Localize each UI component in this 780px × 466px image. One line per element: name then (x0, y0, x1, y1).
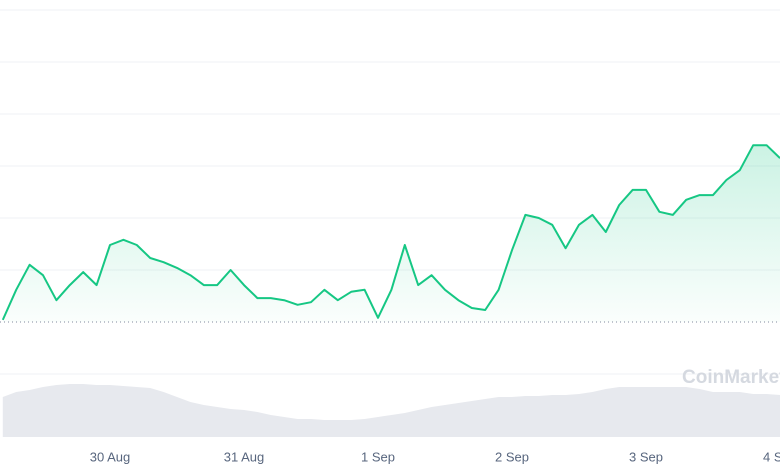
x-tick-label: 1 Sep (361, 449, 395, 464)
price-area (2, 145, 780, 322)
x-tick-label: 3 Sep (629, 449, 663, 464)
x-tick-label: 30 Aug (90, 449, 131, 464)
x-tick-label: 2 Sep (495, 449, 529, 464)
x-tick-label: 31 Aug (224, 449, 265, 464)
watermark: CoinMarketCap (682, 367, 780, 388)
x-tick-label: 4 Sep (763, 449, 780, 464)
price-line (1, 144, 780, 321)
volume-area (2, 384, 780, 437)
